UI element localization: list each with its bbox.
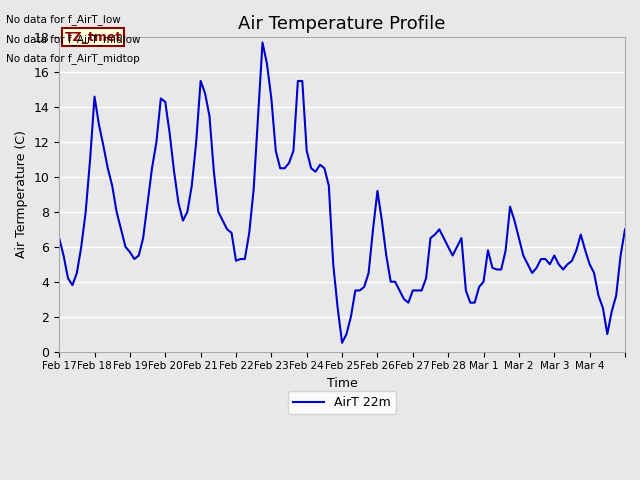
AirT 22m: [55, 235, 63, 241]
AirT 22m: [400, 296, 408, 302]
AirT 22m: [210, 169, 218, 175]
Y-axis label: Air Termperature (C): Air Termperature (C): [15, 131, 28, 258]
Text: TZ_tmet: TZ_tmet: [65, 31, 122, 44]
AirT 22m: [360, 284, 368, 290]
AirT 22m: [82, 209, 90, 215]
AirT 22m: [559, 266, 567, 272]
AirT 22m: [259, 40, 266, 46]
Line: AirT 22m: AirT 22m: [59, 43, 625, 343]
Text: No data for f_AirT_low: No data for f_AirT_low: [6, 14, 121, 25]
X-axis label: Time: Time: [326, 377, 358, 390]
AirT 22m: [511, 218, 518, 224]
Text: No data for f_AirT_midtop: No data for f_AirT_midtop: [6, 53, 140, 64]
AirT 22m: [621, 227, 629, 232]
Title: Air Temperature Profile: Air Temperature Profile: [238, 15, 446, 33]
Text: No data for f_AirT_midlow: No data for f_AirT_midlow: [6, 34, 141, 45]
AirT 22m: [338, 340, 346, 346]
Legend: AirT 22m: AirT 22m: [288, 391, 396, 414]
